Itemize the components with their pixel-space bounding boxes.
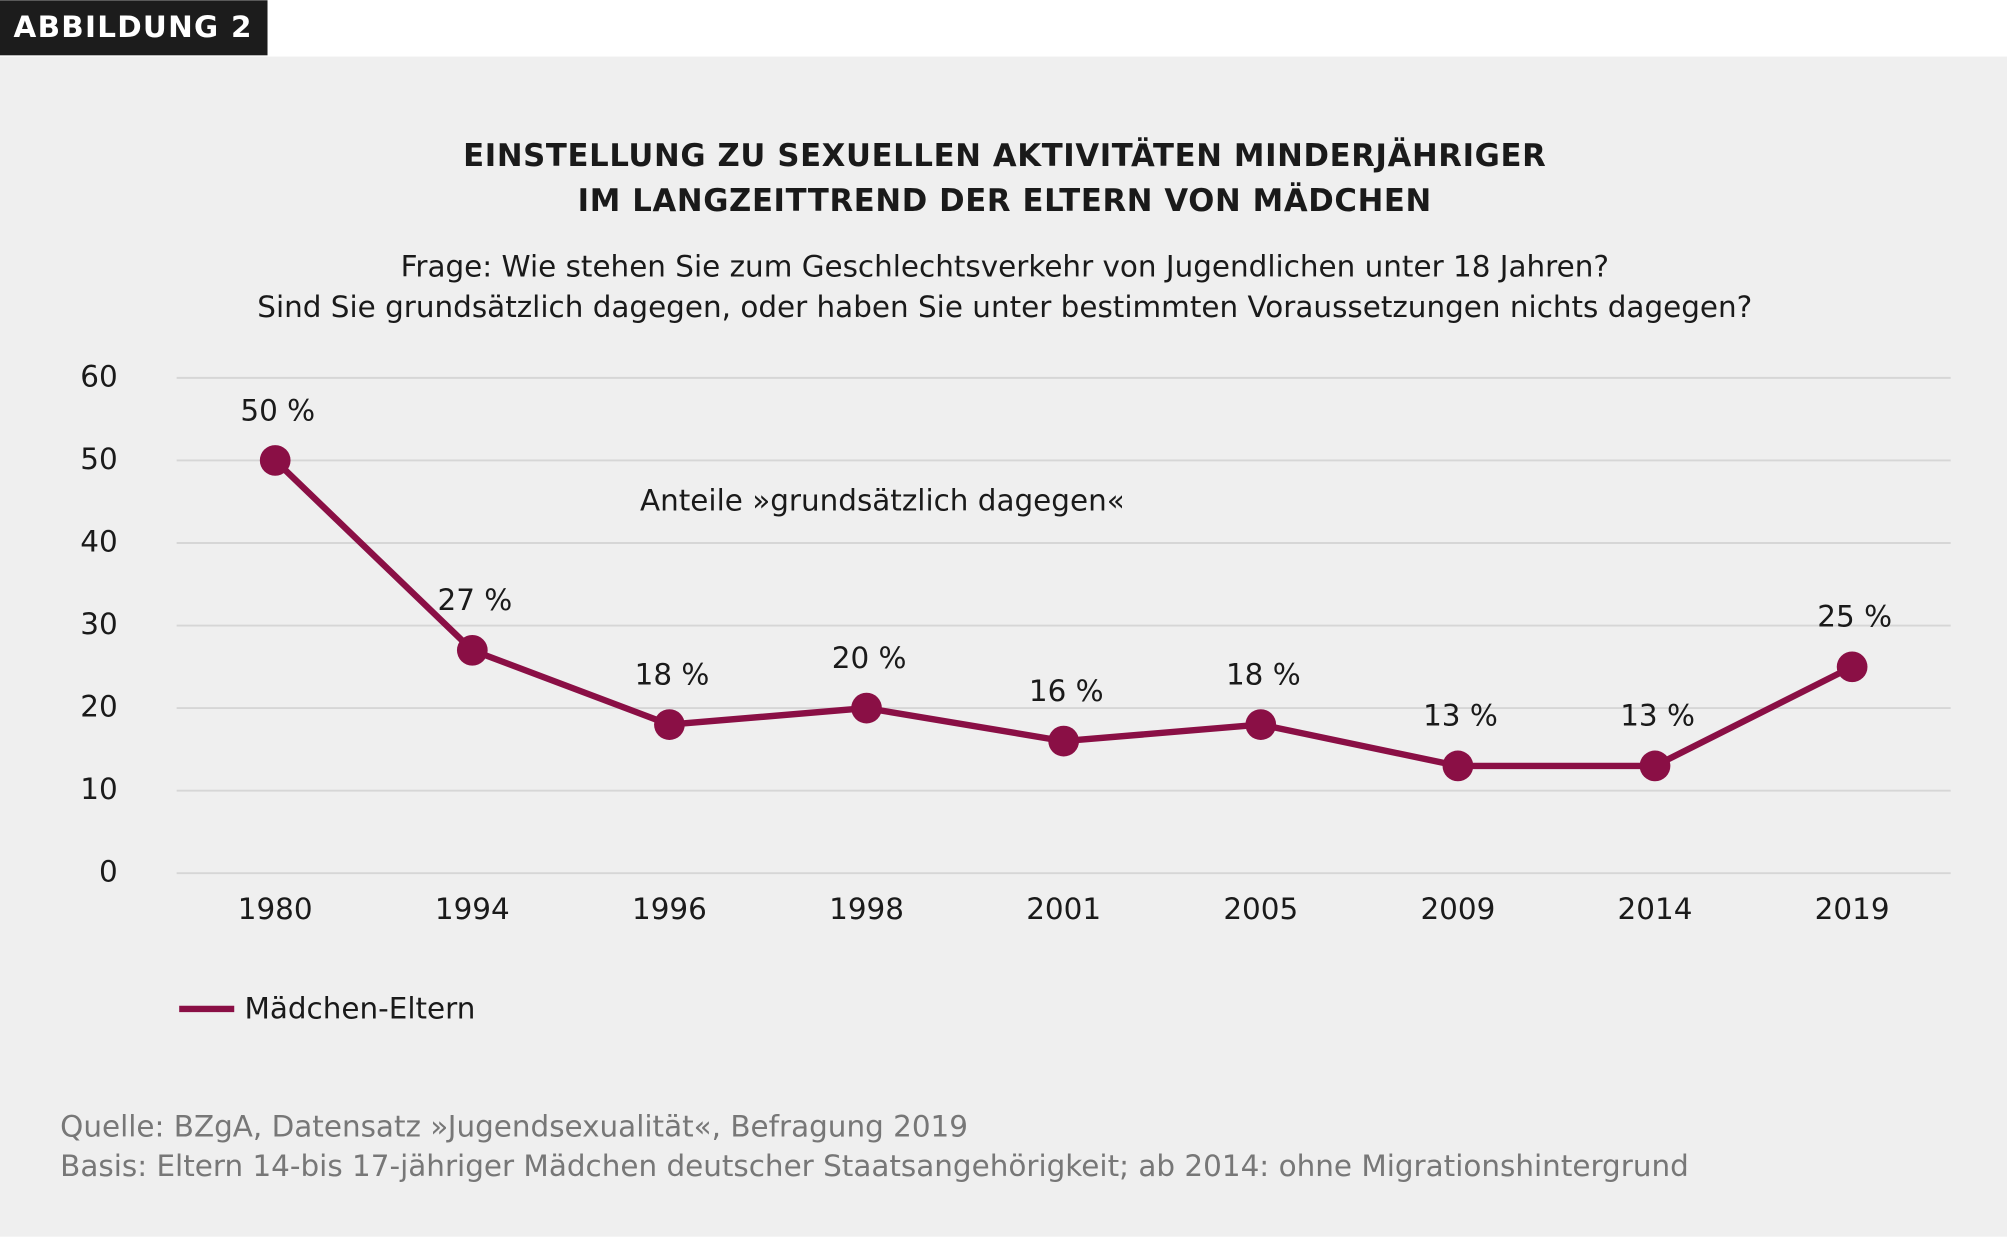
point — [654, 709, 685, 740]
x-tick-label: 2014 — [1618, 892, 1693, 926]
legend-label: Mädchen-Eltern — [244, 992, 475, 1026]
point — [456, 634, 488, 666]
chart-subtitle: Sind Sie grundsätzlich dagegen, oder hab… — [257, 290, 1752, 324]
source: Quelle: BZgA, Datensatz »Jugendsexualitä… — [60, 1109, 968, 1143]
y-tick-label: 50 — [80, 442, 117, 476]
y-tick-label: 20 — [80, 690, 117, 724]
value-label: 13 % — [1423, 699, 1498, 733]
x-tick-label: 1994 — [435, 892, 510, 926]
y-tick-label: 40 — [80, 524, 117, 558]
x-tick-label: 2005 — [1223, 892, 1298, 926]
point — [1442, 750, 1474, 782]
annotation: Anteile »grundsätzlich dagegen« — [640, 484, 1125, 518]
x-tick-label: 2019 — [1815, 892, 1890, 926]
value-label: 50 % — [240, 393, 315, 427]
value-label: 20 % — [832, 641, 907, 675]
y-tick-label: 60 — [80, 359, 117, 393]
x-tick-label: 1980 — [238, 892, 313, 926]
y-tick-label: 0 — [99, 855, 118, 889]
y-tick-label: 10 — [80, 772, 117, 806]
chart-title: IM LANGZEITTREND DER ELTERN VON MÄDCHEN — [578, 183, 1432, 219]
value-label: 27 % — [437, 583, 512, 617]
point — [259, 445, 291, 476]
figure-label: ABBILDUNG 2 — [14, 10, 253, 44]
x-tick-label: 2001 — [1026, 892, 1101, 926]
note: Basis: Eltern 14-bis 17-jähriger Mädchen… — [60, 1149, 1689, 1183]
value-label: 25 % — [1817, 600, 1892, 634]
chart-subtitle: Frage: Wie stehen Sie zum Geschlechtsver… — [401, 249, 1609, 283]
point — [1048, 725, 1080, 757]
point — [1639, 750, 1671, 782]
x-tick-label: 2009 — [1420, 892, 1495, 926]
point — [1245, 709, 1277, 740]
y-tick-label: 30 — [80, 607, 117, 641]
chart-title: EINSTELLUNG ZU SEXUELLEN AKTIVITÄTEN MIN… — [463, 138, 1546, 174]
point — [851, 692, 882, 724]
value-label: 18 % — [635, 657, 710, 691]
value-label: 18 % — [1226, 657, 1301, 691]
badge — [0, 0, 268, 56]
value-label: 13 % — [1620, 699, 1695, 733]
point — [1836, 651, 1868, 683]
panel — [0, 56, 2007, 1237]
x-tick-label: 1998 — [829, 892, 904, 926]
value-label: 16 % — [1029, 674, 1104, 708]
x-tick-label: 1996 — [632, 892, 707, 926]
